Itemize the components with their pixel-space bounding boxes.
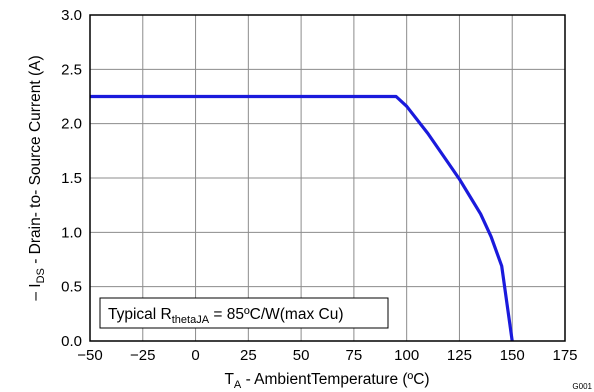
x-tick-label: 175 xyxy=(552,347,577,364)
x-tick-label: 100 xyxy=(394,347,419,364)
y-tick-label: 0.0 xyxy=(61,333,82,350)
y-tick-label: 1.0 xyxy=(61,224,82,241)
y-tick-label: 2.5 xyxy=(61,61,82,78)
x-tick-label: 0 xyxy=(191,347,199,364)
annotation-box xyxy=(99,297,389,329)
series-line-current xyxy=(90,94,514,342)
x-tick-label: 50 xyxy=(293,347,310,364)
x-tick-label: 125 xyxy=(447,347,472,364)
y-axis-label: – IDS - Drain- to- Source Current (A) xyxy=(27,55,47,300)
grid-lines xyxy=(89,14,566,342)
x-tick-label: −25 xyxy=(130,347,155,364)
x-axis-ticks: −50 −25 0 25 50 75 100 125 150 175 xyxy=(77,347,577,364)
y-tick-label: 1.5 xyxy=(61,170,82,187)
plot-frame xyxy=(89,14,566,342)
figure-id: G001 xyxy=(572,382,592,391)
x-tick-label: 25 xyxy=(240,347,257,364)
x-tick-label: 150 xyxy=(500,347,525,364)
x-tick-label: 75 xyxy=(346,347,363,364)
y-tick-label: 3.0 xyxy=(61,7,82,24)
y-axis-ticks: 0.0 0.5 1.0 1.5 2.0 2.5 3.0 xyxy=(61,7,82,350)
y-tick-label: 2.0 xyxy=(61,116,82,133)
y-tick-label: 0.5 xyxy=(61,279,82,296)
x-axis-label: TA - AmbientTemperature (ºC) xyxy=(224,371,429,391)
x-tick-label: −50 xyxy=(77,347,102,364)
annotation-text: Typical RthetaJA = 85ºC/W(max Cu) xyxy=(108,306,343,326)
